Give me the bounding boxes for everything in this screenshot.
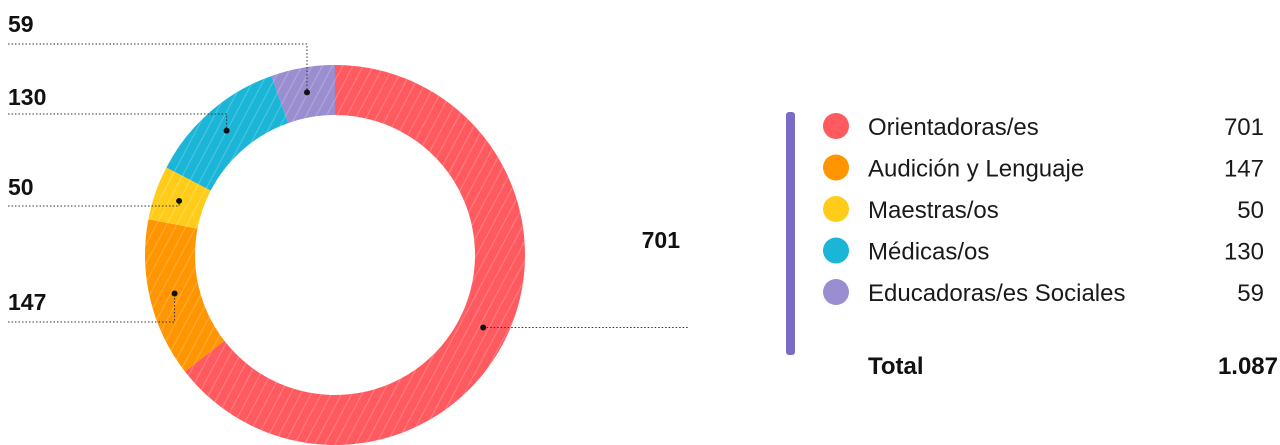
legend-label-5: Educadoras/es Sociales xyxy=(868,280,1125,307)
legend-value-4: 130 xyxy=(1224,239,1264,266)
slice-texture-1 xyxy=(184,65,525,445)
legend-label-3: Maestras/os xyxy=(868,197,999,224)
callout-dot-4 xyxy=(223,127,230,134)
legend-total-label: Total xyxy=(868,353,924,380)
legend-value-5: 59 xyxy=(1237,280,1264,307)
value-label-3: 50 xyxy=(8,174,34,200)
legend-total-value: 1.087 xyxy=(1218,353,1278,380)
legend-swatch-5 xyxy=(823,279,849,305)
legend: Orientadoras/es 701 Audición y Lenguaje 147… xyxy=(786,112,1278,380)
legend-value-1: 701 xyxy=(1224,114,1264,141)
value-label-5: 59 xyxy=(8,11,34,37)
legend-swatch-2 xyxy=(823,154,849,181)
legend-value-2: 147 xyxy=(1224,156,1264,183)
callout-dot-2 xyxy=(171,290,178,297)
slice-texture-5 xyxy=(271,65,335,124)
legend-swatch-4 xyxy=(823,237,849,264)
value-callouts: 701 147 50 130 59 xyxy=(8,11,688,331)
callout-dot-5 xyxy=(304,89,311,96)
legend-accent-bar xyxy=(786,112,795,355)
leader-line-5 xyxy=(8,43,308,93)
legend-label-1: Orientadoras/es xyxy=(868,114,1039,141)
leader-line-2 xyxy=(8,293,176,323)
legend-value-3: 50 xyxy=(1237,197,1264,224)
leader-line-3 xyxy=(8,200,180,207)
legend-label-2: Audición y Lenguaje xyxy=(868,156,1084,183)
slice-texture-2 xyxy=(144,219,225,372)
value-label-1: 701 xyxy=(642,227,681,253)
value-label-2: 147 xyxy=(8,289,46,315)
legend-swatch-3 xyxy=(823,196,849,222)
slice-texture xyxy=(144,65,525,445)
callout-dot-3 xyxy=(176,197,183,204)
value-label-4: 130 xyxy=(8,84,46,110)
legend-swatch-1 xyxy=(823,113,849,139)
legend-label-4: Médicas/os xyxy=(868,239,989,266)
callout-dot-1 xyxy=(480,324,487,331)
